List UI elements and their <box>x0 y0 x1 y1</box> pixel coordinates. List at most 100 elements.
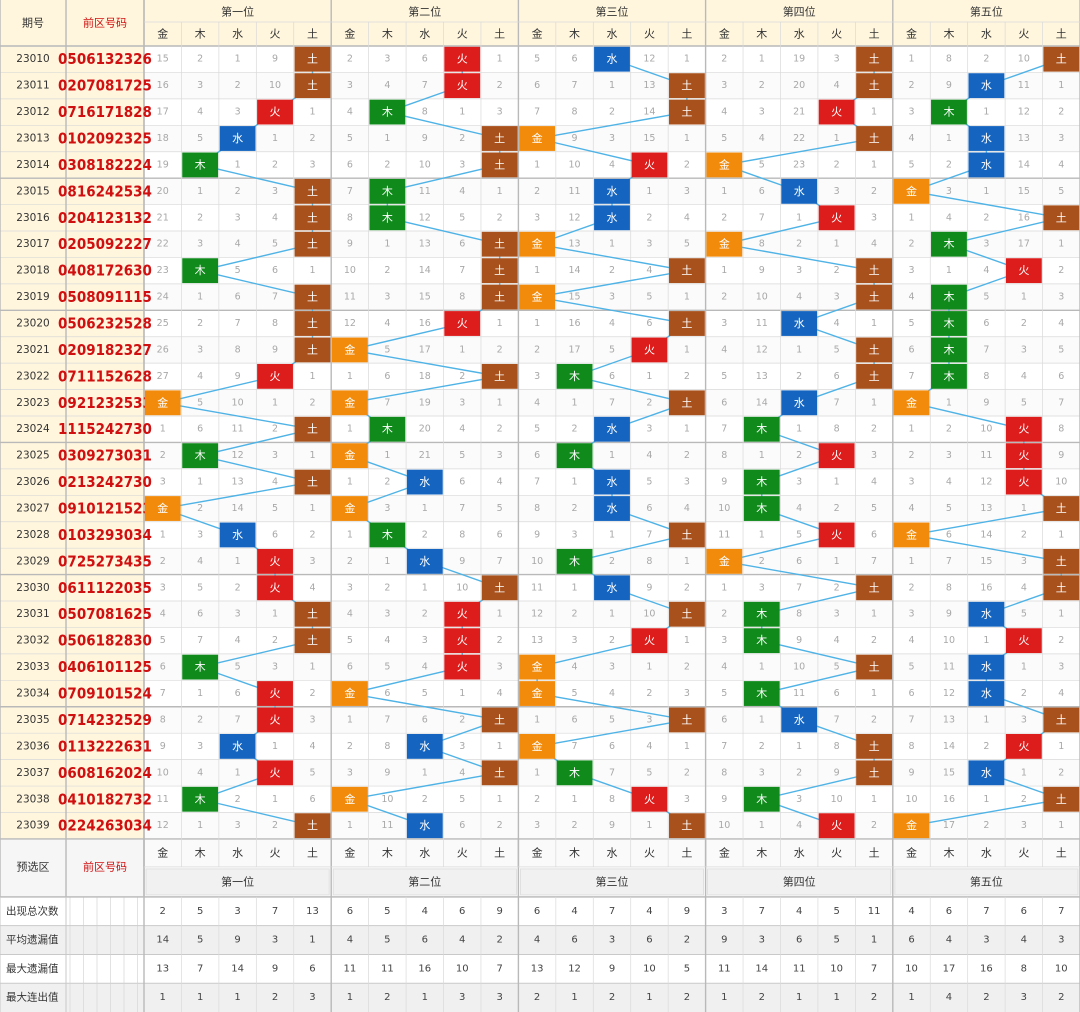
trend-line <box>199 798 313 827</box>
front-area-numbers: 0207081725 <box>58 77 152 95</box>
hit-box <box>481 126 518 151</box>
omission-value: 1 <box>309 503 315 514</box>
omission-value: 6 <box>908 688 914 699</box>
omission-value: 1 <box>1021 767 1027 778</box>
omission-value: 7 <box>1058 397 1064 408</box>
omission-value: 3 <box>1021 714 1027 725</box>
omission-value: 5 <box>759 159 765 170</box>
omission-value: 5 <box>871 503 877 514</box>
omission-value: 14 <box>419 265 431 276</box>
hit-box-label: 土 <box>494 238 505 251</box>
hit-box-label: 水 <box>232 528 243 541</box>
hit-box <box>668 73 705 99</box>
footer-element-header: 木 <box>756 846 767 859</box>
trend-line <box>162 481 313 510</box>
omission-value: 4 <box>347 107 353 118</box>
element-header: 土 <box>494 28 505 41</box>
position-header: 第五位 <box>970 5 1003 19</box>
omission-value: 1 <box>871 397 877 408</box>
stat-value: 2 <box>609 992 615 1003</box>
omission-value: 4 <box>908 635 914 646</box>
omission-value: 3 <box>197 239 203 250</box>
omission-value: 3 <box>197 344 203 355</box>
hit-box <box>594 575 630 601</box>
hit-box-label: 金 <box>906 527 917 541</box>
omission-value: 23 <box>157 265 169 276</box>
omission-value: 3 <box>272 662 278 673</box>
omission-value: 1 <box>759 714 765 725</box>
hit-box-label: 火 <box>270 581 281 594</box>
omission-value: 20 <box>419 424 431 435</box>
omission-value: 3 <box>1058 292 1064 303</box>
omission-value: 2 <box>160 556 166 567</box>
hit-box-label: 金 <box>906 395 917 409</box>
omission-value: 9 <box>721 477 727 488</box>
stat-value: 7 <box>609 906 615 917</box>
header-background <box>0 0 1080 46</box>
stat-value: 4 <box>571 906 577 917</box>
omission-value: 1 <box>871 318 877 329</box>
omission-value: 1 <box>272 133 278 144</box>
omission-value: 7 <box>384 714 390 725</box>
omission-value: 13 <box>1018 133 1030 144</box>
omission-value: 2 <box>272 424 278 435</box>
omission-value: 12 <box>569 212 581 223</box>
omission-value: 4 <box>796 503 802 514</box>
stat-value: 1 <box>571 992 577 1003</box>
hit-box-label: 土 <box>869 766 880 779</box>
omission-value: 14 <box>232 503 244 514</box>
hit-box <box>519 231 556 257</box>
front-area-numbers: 0113222631 <box>58 737 152 755</box>
omission-value: 4 <box>871 239 877 250</box>
omission-value: 3 <box>1021 344 1027 355</box>
omission-value: 24 <box>157 292 169 303</box>
stat-value: 7 <box>197 963 203 974</box>
hit-box-label: 火 <box>831 211 842 224</box>
hit-box-label: 火 <box>644 158 655 171</box>
omission-value: 6 <box>197 609 203 620</box>
hit-box <box>743 416 780 442</box>
omission-value: 2 <box>422 794 428 805</box>
hit-box-label: 火 <box>1018 634 1029 647</box>
omission-value: 2 <box>834 503 840 514</box>
hit-box <box>556 548 593 574</box>
omission-value: 12 <box>419 212 431 223</box>
omission-value: 4 <box>871 477 877 488</box>
hit-box-label: 火 <box>831 528 842 541</box>
omission-value: 9 <box>160 741 166 752</box>
omission-value: 5 <box>721 133 727 144</box>
hit-box-label: 土 <box>681 264 692 277</box>
issue-number: 23031 <box>16 608 49 620</box>
hit-box <box>668 258 705 284</box>
hit-box <box>294 178 331 204</box>
omission-value: 1 <box>197 688 203 699</box>
stat-value: 16 <box>980 963 993 974</box>
omission-value: 3 <box>908 609 914 620</box>
hit-box-label: 土 <box>681 713 692 726</box>
hit-box <box>1005 628 1042 654</box>
omission-value: 4 <box>946 212 952 223</box>
omission-value: 12 <box>756 344 768 355</box>
omission-value: 1 <box>908 212 914 223</box>
omission-value: 4 <box>272 477 278 488</box>
hit-box-label: 水 <box>607 502 618 515</box>
trend-line <box>536 269 688 298</box>
omission-value: 19 <box>157 159 169 170</box>
footer-element-header: 木 <box>569 846 580 859</box>
omission-value: 4 <box>721 662 727 673</box>
trend-line <box>349 349 500 378</box>
omission-value: 7 <box>721 424 727 435</box>
omission-value: 7 <box>422 80 428 91</box>
hit-box-label: 木 <box>943 343 954 356</box>
footer-element-header: 木 <box>195 846 206 859</box>
omission-value: 4 <box>197 556 203 567</box>
stat-value: 3 <box>272 935 278 946</box>
hit-box-label: 火 <box>1018 264 1029 277</box>
trend-line <box>349 375 500 404</box>
stat-value: 3 <box>1058 935 1064 946</box>
omission-value: 2 <box>497 424 503 435</box>
hit-box <box>631 152 668 178</box>
hit-box <box>294 311 331 336</box>
omission-value: 1 <box>609 80 615 91</box>
